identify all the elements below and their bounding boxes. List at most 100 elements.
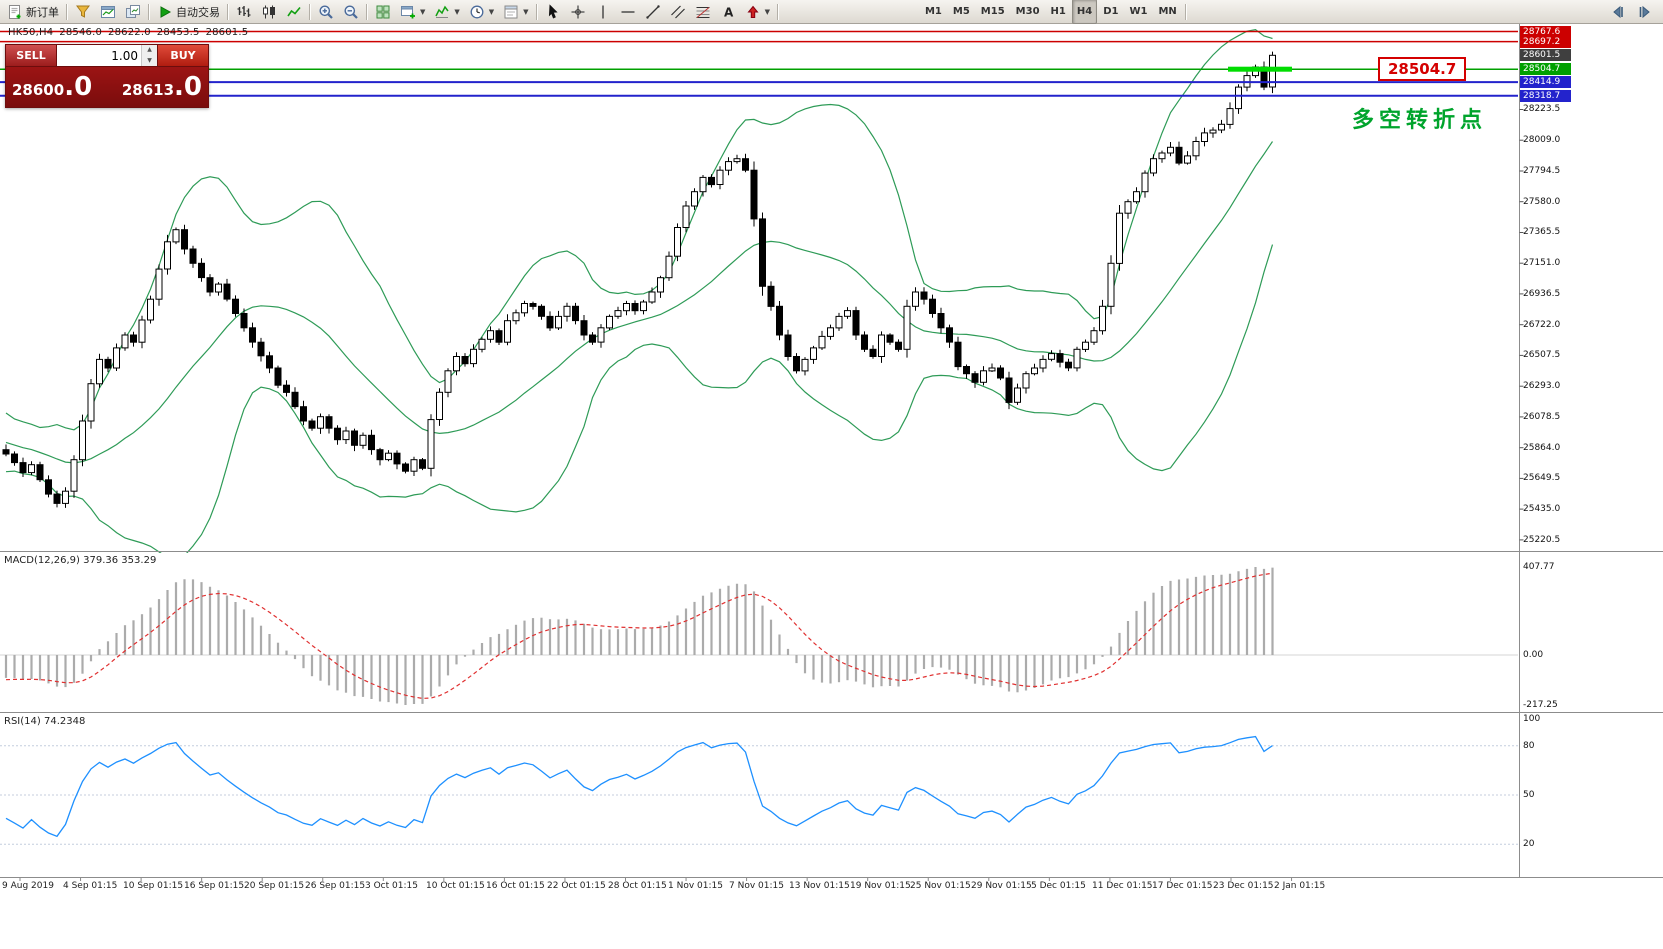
hline-icon: [621, 10, 635, 13]
tf-m15[interactable]: M15: [976, 0, 1010, 24]
time-axis-label: 17 Dec 01:15: [1152, 881, 1213, 891]
symbol-name: HK50,H4: [8, 27, 54, 38]
text-button[interactable]: A: [716, 0, 740, 23]
price-tick: 25864.0: [1523, 443, 1561, 453]
time-axis-label: 7 Nov 01:15: [729, 881, 784, 891]
time-axis-label: 28 Oct 01:15: [608, 881, 667, 891]
ohlc-high: 28622.0: [108, 27, 151, 38]
vline-icon: [601, 5, 604, 18]
sell-button[interactable]: SELL: [6, 45, 56, 66]
chevron-down-icon: ▼: [488, 7, 495, 16]
highlight-segment[interactable]: [1228, 66, 1292, 72]
tf-m5-label: M5: [952, 6, 970, 17]
tf-m5[interactable]: M5: [948, 0, 975, 24]
macd-axis-tick: 407.77: [1523, 562, 1555, 572]
tf-m30-label: M30: [1015, 6, 1040, 17]
indicators-button[interactable]: ▼: [430, 0, 463, 23]
toolbar-group-chart-types: [232, 0, 306, 23]
toolbar-separator: [148, 3, 150, 20]
price-tick: 26722.0: [1523, 320, 1561, 330]
volume-down-button[interactable]: ▼: [142, 55, 157, 66]
price-tag: 28767.6: [1520, 26, 1571, 38]
tf-h1[interactable]: H1: [1046, 0, 1071, 24]
ohlc-close: 28601.5: [205, 27, 249, 38]
buy-button[interactable]: BUY: [158, 45, 208, 66]
charts-button[interactable]: [96, 0, 120, 23]
new-order-button[interactable]: 新订单: [3, 0, 63, 23]
toolbar-group-timeframes: M1 M5 M15 M30 H1 H4 D1 W1 MN: [920, 0, 1182, 24]
volume-input[interactable]: [57, 45, 141, 66]
channel-button[interactable]: [666, 0, 690, 23]
tf-w1-label: W1: [1129, 6, 1148, 17]
sell-price-pips: .0: [64, 72, 93, 102]
arrows-button[interactable]: ▼: [741, 0, 774, 23]
candle-chart-button[interactable]: [257, 0, 281, 23]
quick-trade-button[interactable]: [71, 0, 95, 23]
new-chart-button[interactable]: ▼: [396, 0, 429, 23]
play-icon: [160, 5, 172, 18]
toolbar-separator: [776, 3, 779, 20]
trendline-button[interactable]: [641, 0, 665, 23]
tf-d1[interactable]: D1: [1098, 0, 1123, 24]
tf-mn-label: MN: [1158, 6, 1177, 17]
svg-text:A: A: [724, 5, 734, 19]
macd-axis-tick: 0.00: [1523, 650, 1544, 660]
time-axis-label: 13 Nov 01:15: [789, 881, 850, 891]
toolbar-separator: [1184, 3, 1187, 20]
crosshair-button[interactable]: [566, 0, 590, 23]
profiles-icon: [126, 4, 140, 18]
buy-price-base: 28613: [121, 81, 175, 99]
zoom-in-button[interactable]: [314, 0, 338, 23]
vertical-line-button[interactable]: [591, 0, 615, 23]
time-axis-label: 3 Oct 01:15: [365, 881, 418, 891]
tile-icon: [376, 5, 390, 18]
time-axis-label: 26 Sep 01:15: [305, 881, 366, 891]
time-axis-label: 16 Oct 01:15: [486, 881, 545, 891]
auto-scroll-button[interactable]: [1632, 0, 1656, 23]
time-axis-label: 10 Oct 01:15: [426, 881, 485, 891]
tf-h4[interactable]: H4: [1071, 0, 1098, 24]
profiles-button[interactable]: [121, 0, 145, 23]
tf-m1[interactable]: M1: [920, 0, 947, 24]
line-chart-button[interactable]: [282, 0, 306, 23]
volume-up-button[interactable]: ▲: [142, 45, 157, 56]
zoom-out-button[interactable]: [339, 0, 363, 23]
time-axis-label: 4 Sep 01:15: [63, 881, 118, 891]
fibonacci-button[interactable]: [691, 0, 715, 23]
chevron-down-icon: ▼: [523, 7, 529, 16]
templates-button[interactable]: ▼: [499, 0, 532, 23]
bollinger-bands-layer: [5, 28, 1274, 553]
ohlc-open: 28546.0: [59, 27, 103, 38]
new-order-button-label: 新订单: [26, 5, 59, 19]
auto-trading-button[interactable]: 自动交易: [153, 0, 224, 23]
time-axis-label: 16 Sep 01:15: [184, 881, 245, 891]
chart-shift-button[interactable]: [1607, 0, 1631, 23]
candles-layer: [2, 51, 1276, 508]
price-tick: 25220.5: [1523, 535, 1561, 545]
sell-price[interactable]: 28600.0: [12, 74, 92, 100]
buy-price-pips: .0: [174, 72, 202, 102]
time-axis-label: 20 Sep 01:15: [244, 881, 305, 891]
price-annotation-label[interactable]: 28504.7: [1378, 57, 1467, 81]
toolbar-group-right-icons: [1607, 0, 1656, 23]
tf-m30[interactable]: M30: [1011, 0, 1045, 24]
sell-price-base: 28600: [12, 81, 65, 99]
new-chart-icon: [401, 5, 415, 18]
time-axis-label: 5 Dec 01:15: [1031, 881, 1086, 891]
tf-w1[interactable]: W1: [1124, 0, 1152, 24]
tile-windows-button[interactable]: [371, 0, 395, 23]
cursor-button[interactable]: [541, 0, 565, 23]
horizontal-line-button[interactable]: [616, 0, 640, 23]
toolbar-group-windows: ▼ ▼ ▼ ▼: [371, 0, 533, 23]
periods-button[interactable]: ▼: [465, 0, 498, 23]
clock-icon: [470, 5, 484, 18]
bar-chart-button[interactable]: [232, 0, 256, 23]
rsi-axis-tick: 100: [1523, 714, 1541, 724]
buy-price[interactable]: 28613.0: [122, 74, 202, 100]
price-tick: 27580.0: [1523, 197, 1561, 207]
macd-axis-tick: -217.25: [1523, 700, 1558, 710]
price-tick: 26293.0: [1523, 381, 1561, 391]
price-tick: 26507.5: [1523, 350, 1561, 360]
tf-mn[interactable]: MN: [1153, 0, 1181, 24]
